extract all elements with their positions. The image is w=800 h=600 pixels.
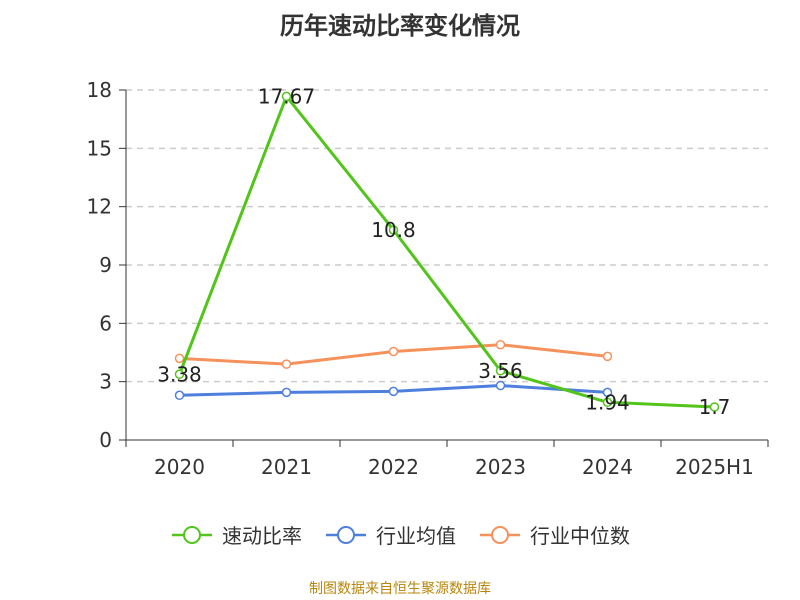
data-point xyxy=(495,366,506,376)
data-point xyxy=(709,402,720,412)
series-lines xyxy=(174,91,720,412)
data-point xyxy=(602,351,613,362)
legend-line-circle-icon xyxy=(172,525,212,544)
y-tick-label: 9 xyxy=(99,253,112,277)
data-point xyxy=(281,387,292,398)
data-label: 1.7 xyxy=(699,395,731,419)
grid-lines xyxy=(126,89,768,383)
data-point xyxy=(495,339,506,350)
x-tick-label: 2022 xyxy=(368,455,419,479)
data-point xyxy=(388,225,399,235)
y-tick-label: 3 xyxy=(99,370,112,394)
legend: 速动比率 行业均值 行业中位数 xyxy=(0,520,800,549)
x-tick-label: 2024 xyxy=(582,455,633,479)
data-point xyxy=(174,369,185,380)
x-tick-label: 2020 xyxy=(154,455,205,479)
x-tick-label: 2021 xyxy=(261,455,312,479)
data-point xyxy=(388,346,399,357)
legend-label: 速动比率 xyxy=(222,524,302,548)
y-tick-label: 6 xyxy=(99,311,112,335)
legend-line-circle-icon xyxy=(326,525,366,544)
data-label: 3.38 xyxy=(157,362,202,386)
legend-label: 行业中位数 xyxy=(530,524,630,548)
y-tick-label: 18 xyxy=(87,78,112,102)
data-point xyxy=(281,91,292,102)
data-point xyxy=(602,387,613,398)
line-chart: 0 3 6 9 12 15 18 2020 2021 2022 2023 2024 2025H1 3.3… xyxy=(87,78,769,479)
legend-item[interactable]: 速动比率 xyxy=(170,520,302,549)
source-note: 制图数据来自恒生聚源数据库 xyxy=(309,581,491,597)
x-tick-label: 2025H1 xyxy=(675,455,754,479)
data-point xyxy=(602,397,613,408)
chart-title: 历年速动比率变化情况 xyxy=(280,12,520,40)
legend-marker xyxy=(337,525,355,544)
data-label: 1.94 xyxy=(585,390,630,414)
data-labels: 3.38 17.67 10.8 3.56 1.94 1.7 xyxy=(157,84,730,419)
y-tick-label: 12 xyxy=(87,195,112,219)
y-tick-label: 15 xyxy=(87,136,112,160)
series-line xyxy=(178,94,715,409)
data-point xyxy=(281,359,292,369)
legend-marker xyxy=(491,525,509,544)
data-label: 3.56 xyxy=(478,359,523,383)
data-point xyxy=(174,353,185,364)
legend-label: 行业均值 xyxy=(376,524,456,548)
legend-line-circle-icon xyxy=(480,525,520,544)
axes: 0 3 6 9 12 15 18 2020 2021 2022 2023 2024 2025H1 xyxy=(87,78,769,479)
legend-marker xyxy=(183,525,201,544)
data-label: 10.8 xyxy=(371,218,416,242)
legend-item[interactable]: 行业中位数 xyxy=(478,520,630,549)
x-tick-label: 2023 xyxy=(475,455,526,479)
data-point xyxy=(174,390,185,401)
y-tick-label: 0 xyxy=(99,428,112,452)
data-point xyxy=(388,386,399,397)
legend-item[interactable]: 行业均值 xyxy=(324,520,456,549)
data-label: 17.67 xyxy=(258,84,315,108)
data-point xyxy=(495,380,506,391)
